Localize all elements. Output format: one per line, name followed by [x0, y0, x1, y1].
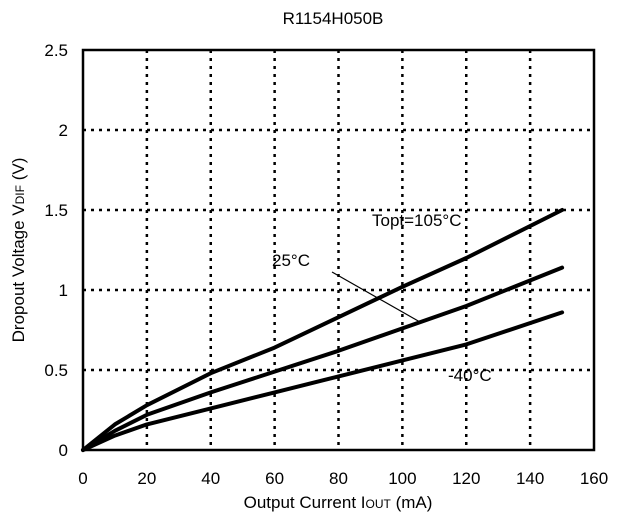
series-line-1 — [81, 265, 565, 452]
annotation-minus40c: -40°C — [448, 366, 492, 385]
x-tick-label: 140 — [516, 469, 544, 488]
plot-frame — [81, 48, 596, 452]
y-tick-label: 0.5 — [44, 361, 68, 380]
x-tick-label: 0 — [78, 469, 87, 488]
annotation-105c: Topt=105°C — [372, 211, 462, 230]
y-tick-labels: 0 0.5 1 1.5 2 2.5 — [44, 41, 68, 460]
chart-title: R1154H050B — [283, 9, 384, 28]
x-tick-label: 120 — [452, 469, 480, 488]
x-tick-label: 40 — [201, 469, 220, 488]
y-tick-label: 0 — [59, 441, 68, 460]
y-tick-label: 1 — [59, 281, 68, 300]
annotation-25c: 25°C — [272, 251, 310, 270]
x-axis-label: Output Current IOUT (mA) — [244, 493, 433, 512]
y-tick-label: 2 — [59, 121, 68, 140]
x-tick-label: 60 — [265, 469, 284, 488]
y-axis-label-suffix: (V) — [9, 158, 28, 185]
annotation-25c-leader — [331, 271, 421, 323]
x-tick-label: 80 — [329, 469, 348, 488]
series-line-2 — [81, 310, 565, 452]
x-tick-label: 20 — [137, 469, 156, 488]
x-axis-label-suffix: (mA) — [391, 493, 433, 512]
grid — [83, 50, 594, 450]
x-tick-label: 100 — [388, 469, 416, 488]
y-tick-label: 1.5 — [44, 201, 68, 220]
y-axis-label-prefix: Dropout Voltage V — [9, 204, 28, 343]
y-axis-label-subscript: DIF — [13, 185, 27, 204]
y-tick-label: 2.5 — [44, 41, 68, 60]
x-axis-label-prefix: Output Current I — [244, 493, 366, 512]
series-line-0 — [81, 208, 565, 452]
x-tick-labels: 0 20 40 60 80 100 120 140 160 — [78, 469, 608, 488]
x-axis-label-subscript: OUT — [366, 497, 392, 511]
y-axis-label: Dropout Voltage VDIF (V) — [9, 158, 28, 343]
x-tick-label: 160 — [580, 469, 608, 488]
series-group — [81, 208, 565, 452]
